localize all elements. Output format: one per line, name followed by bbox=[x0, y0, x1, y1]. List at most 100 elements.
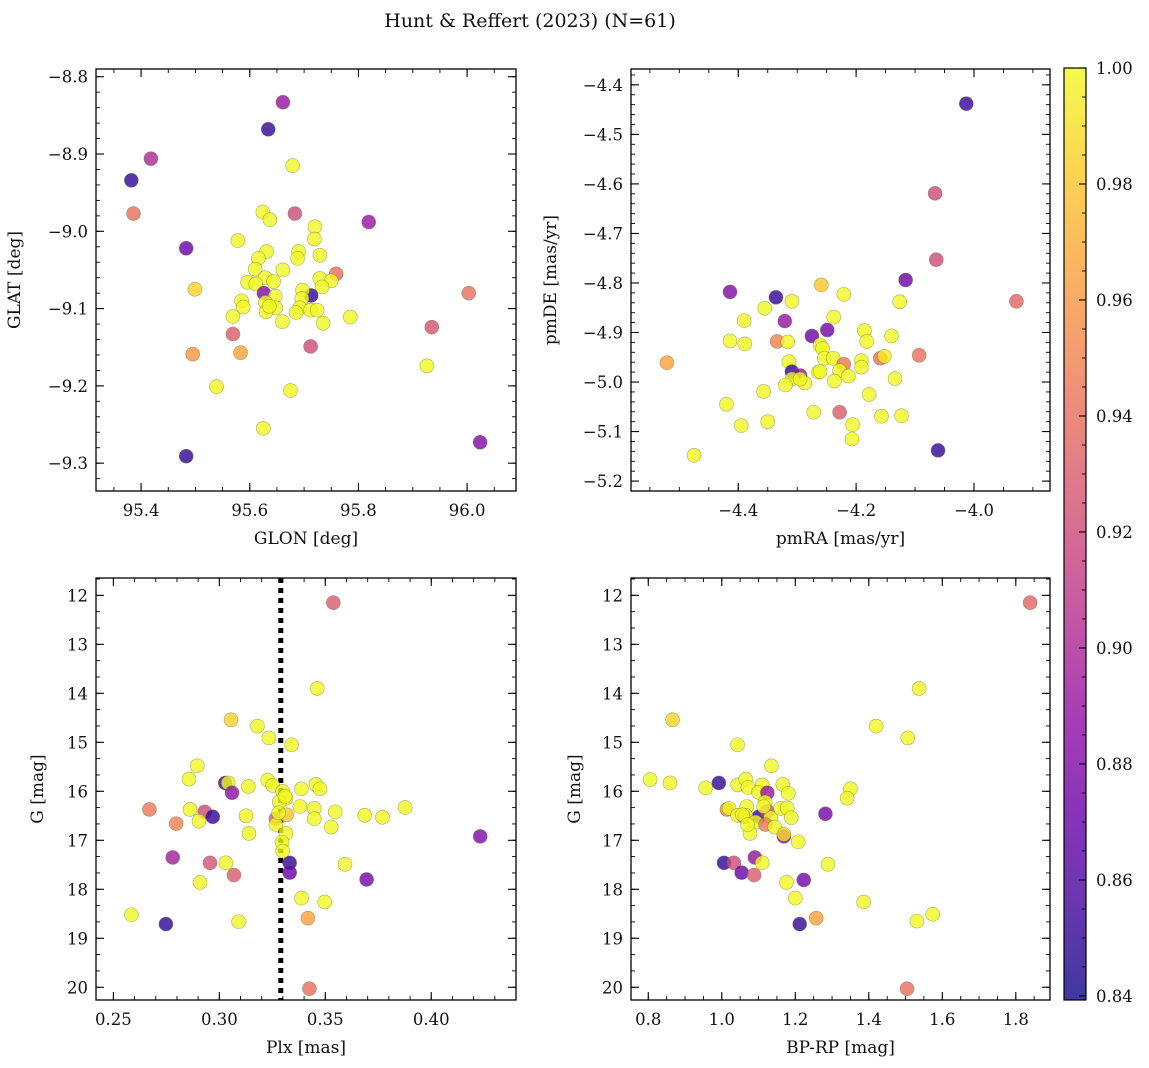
data-point bbox=[275, 843, 290, 859]
scatter-points bbox=[659, 96, 1024, 463]
data-point bbox=[142, 802, 157, 817]
data-point bbox=[746, 867, 762, 883]
data-point bbox=[927, 186, 943, 201]
data-point bbox=[662, 775, 678, 791]
data-point bbox=[839, 790, 855, 806]
y-tick-label: 15 bbox=[602, 733, 623, 752]
x-tick-label: −4.4 bbox=[718, 501, 758, 520]
data-point bbox=[327, 804, 343, 820]
data-point bbox=[191, 813, 207, 829]
y-tick-label: 14 bbox=[67, 684, 88, 703]
x-tick-label: 96.0 bbox=[449, 501, 486, 520]
y-tick-label: 18 bbox=[67, 880, 88, 899]
data-point bbox=[930, 443, 946, 458]
data-point bbox=[911, 347, 927, 363]
data-point bbox=[300, 910, 316, 926]
data-point bbox=[892, 294, 908, 310]
data-point bbox=[730, 737, 745, 753]
x-axis-label: Plx [mas] bbox=[266, 1038, 346, 1058]
data-point bbox=[736, 313, 752, 328]
data-point bbox=[832, 404, 847, 420]
data-point bbox=[168, 816, 184, 831]
colorbar-tick-label: 0.90 bbox=[1096, 639, 1133, 658]
data-point bbox=[737, 336, 753, 352]
x-tick-label: −4.0 bbox=[954, 501, 994, 520]
ticks bbox=[631, 578, 1050, 1000]
data-point bbox=[894, 408, 909, 424]
data-point bbox=[768, 290, 784, 305]
data-point bbox=[836, 287, 852, 302]
data-point bbox=[290, 251, 305, 266]
data-point bbox=[856, 894, 871, 910]
data-point bbox=[826, 309, 842, 325]
data-point bbox=[959, 96, 974, 111]
y-axis-label: G [mag] bbox=[565, 754, 585, 823]
data-point bbox=[185, 346, 201, 362]
data-point bbox=[238, 808, 254, 824]
y-tick-label: 19 bbox=[67, 929, 88, 948]
data-point bbox=[248, 276, 264, 292]
data-point bbox=[342, 309, 358, 325]
data-point bbox=[719, 397, 734, 412]
data-point bbox=[820, 856, 836, 872]
data-point bbox=[359, 872, 374, 887]
data-point bbox=[260, 121, 276, 137]
data-point bbox=[326, 595, 341, 610]
x-tick-label: 0.8 bbox=[635, 1010, 661, 1029]
x-tick-label: 1.8 bbox=[1003, 1010, 1029, 1029]
x-tick-label: 1.2 bbox=[782, 1010, 808, 1029]
data-point bbox=[275, 314, 290, 330]
data-point bbox=[241, 779, 256, 794]
data-point bbox=[808, 910, 824, 926]
data-point bbox=[275, 94, 291, 110]
axes-frame bbox=[95, 577, 517, 1001]
data-point bbox=[357, 808, 372, 823]
data-point bbox=[740, 817, 755, 832]
data-point bbox=[288, 305, 304, 320]
data-point bbox=[309, 681, 325, 696]
y-tick-label: −9.0 bbox=[48, 222, 88, 241]
data-point bbox=[796, 872, 812, 888]
colorbar-gradient bbox=[1064, 68, 1086, 1000]
data-point bbox=[158, 916, 174, 932]
x-tick-label: 95.4 bbox=[123, 501, 160, 520]
data-point bbox=[143, 151, 159, 166]
y-tick-label: 17 bbox=[67, 831, 88, 850]
x-tick-label: 0.25 bbox=[95, 1010, 132, 1029]
data-point bbox=[182, 802, 198, 817]
y-tick-label: −4.5 bbox=[583, 125, 623, 144]
data-point bbox=[266, 274, 281, 289]
data-point bbox=[309, 302, 325, 318]
data-point bbox=[754, 855, 770, 871]
x-tick-label: 1.4 bbox=[856, 1010, 882, 1029]
y-tick-label: 15 bbox=[67, 733, 88, 752]
x-tick-label: 95.8 bbox=[340, 501, 377, 520]
data-point bbox=[859, 334, 875, 349]
data-point bbox=[124, 172, 139, 188]
y-axis-label: pmDE [mas/yr] bbox=[541, 215, 561, 345]
data-point bbox=[375, 809, 390, 825]
data-point bbox=[776, 827, 792, 842]
figure-title: Hunt & Reffert (2023) (N=61) bbox=[384, 10, 676, 32]
data-point bbox=[711, 775, 727, 791]
data-point bbox=[314, 279, 330, 295]
data-point bbox=[225, 326, 241, 342]
data-point bbox=[233, 345, 248, 360]
data-point bbox=[780, 334, 796, 350]
y-tick-label: −8.8 bbox=[48, 68, 88, 87]
data-point bbox=[868, 718, 884, 734]
data-point bbox=[928, 252, 944, 267]
data-point bbox=[262, 298, 277, 314]
y-tick-label: 20 bbox=[602, 978, 623, 997]
data-point bbox=[461, 285, 477, 301]
data-point bbox=[909, 913, 925, 929]
data-point bbox=[397, 800, 413, 815]
data-point bbox=[812, 364, 828, 379]
data-point bbox=[205, 809, 221, 825]
data-point bbox=[187, 281, 203, 297]
y-axis-label: G [mag] bbox=[28, 754, 48, 823]
data-point bbox=[230, 233, 246, 248]
data-point bbox=[202, 855, 218, 871]
data-point bbox=[312, 781, 328, 797]
